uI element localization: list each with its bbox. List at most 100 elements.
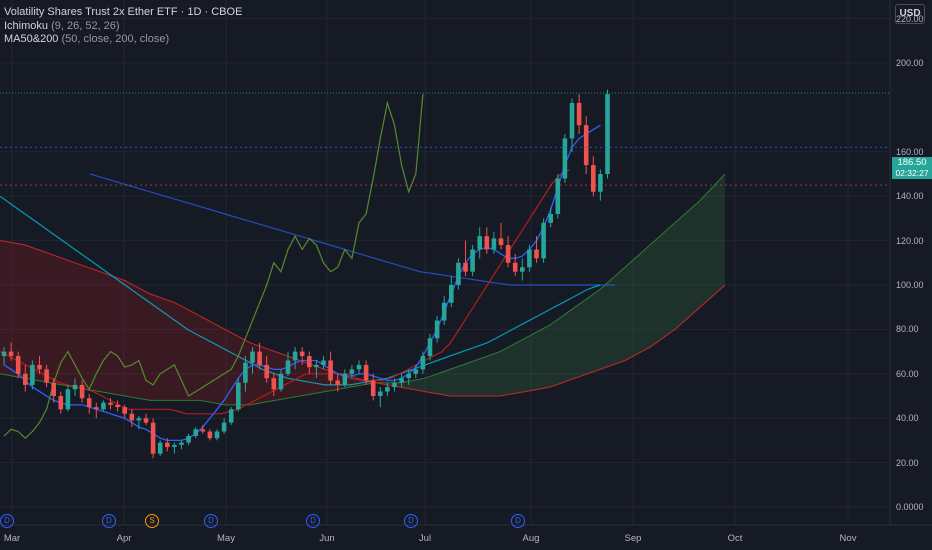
- candle: [456, 258, 461, 290]
- candle-body: [342, 373, 348, 385]
- candle: [527, 245, 532, 272]
- candle: [484, 227, 490, 254]
- candle: [186, 433, 191, 445]
- candle-body: [413, 369, 419, 374]
- candle: [385, 382, 390, 396]
- dividend-event-marker[interactable]: D: [102, 514, 116, 528]
- candle: [562, 134, 568, 183]
- candle: [427, 333, 433, 361]
- price-axis-label: 200.00: [896, 58, 924, 68]
- candle-body: [456, 262, 461, 285]
- candle: [335, 373, 340, 392]
- candle-body: [449, 285, 454, 303]
- candle: [370, 373, 376, 401]
- candle-body: [278, 373, 284, 390]
- candle-body: [264, 364, 269, 379]
- price-axis-label: 120.00: [896, 235, 924, 246]
- candle: [378, 387, 383, 408]
- currency-button[interactable]: USD: [895, 4, 925, 24]
- candle: [193, 427, 198, 439]
- candle-body: [1, 351, 7, 357]
- candle-body: [548, 213, 553, 223]
- ma-legend[interactable]: MA50&200 (50, close, 200, close): [4, 33, 242, 47]
- price-axis-label: 140.00: [896, 191, 924, 202]
- candle: [200, 424, 206, 434]
- candle-body: [172, 444, 177, 448]
- current-price-value: 186.50: [897, 157, 927, 168]
- dividend-event-marker[interactable]: D: [511, 514, 525, 528]
- candle-body: [527, 249, 532, 268]
- candle-body: [534, 249, 539, 259]
- candle-body: [79, 384, 85, 399]
- candle-body: [129, 413, 135, 421]
- time-axis-label: Jul: [418, 533, 432, 544]
- candle-body: [420, 356, 426, 370]
- candle-body: [583, 125, 589, 166]
- candle-body: [157, 442, 163, 454]
- candle-body: [285, 360, 291, 374]
- time-axis-label: Sep: [624, 533, 642, 544]
- candle-body: [562, 138, 568, 179]
- candle: [79, 380, 85, 403]
- candle-body: [15, 356, 21, 374]
- candle: [321, 356, 326, 370]
- candle-body: [434, 320, 440, 339]
- candle: [37, 356, 42, 374]
- candle-body: [257, 351, 262, 365]
- candle-body: [94, 407, 99, 410]
- candle-body: [385, 387, 390, 392]
- time-axis-label: Nov: [839, 533, 857, 544]
- time-axis-label: Apr: [116, 533, 132, 544]
- candle-body: [186, 435, 191, 443]
- candle: [342, 369, 348, 388]
- candle-body: [598, 174, 603, 192]
- split-event-marker[interactable]: S: [145, 514, 159, 528]
- dividend-event-marker[interactable]: D: [404, 514, 418, 528]
- candle: [179, 440, 184, 450]
- time-axis-label: Oct: [727, 533, 743, 544]
- cloud-segment: [525, 324, 550, 392]
- cloud-segment: [500, 338, 525, 396]
- candle-body: [292, 351, 298, 361]
- dividend-event-marker[interactable]: D: [204, 514, 218, 528]
- cloud-segment: [475, 351, 500, 396]
- candle-body: [378, 391, 383, 396]
- candle: [228, 407, 234, 425]
- candle-body: [477, 236, 482, 250]
- cloud-segment: [300, 360, 325, 396]
- cloud-segment: [575, 289, 600, 379]
- kijun-line: [0, 169, 570, 415]
- candle-body: [555, 178, 561, 214]
- candle: [583, 116, 589, 174]
- symbol-title[interactable]: Volatility Shares Trust 2x Ether ETF · 1…: [4, 6, 243, 18]
- candle-body: [165, 442, 170, 448]
- candle: [51, 378, 56, 403]
- candle-body: [8, 351, 14, 357]
- candle: [143, 413, 149, 425]
- cloud-segment: [550, 307, 575, 388]
- candle-body: [243, 362, 248, 383]
- candle: [477, 227, 482, 259]
- candle-body: [200, 429, 206, 432]
- candle-body: [58, 396, 64, 410]
- cloud-segment: [225, 329, 250, 405]
- candle-body: [228, 409, 234, 423]
- candle: [165, 438, 170, 452]
- candle: [463, 240, 468, 277]
- dividend-event-marker[interactable]: D: [306, 514, 320, 528]
- candle: [136, 415, 142, 430]
- dividend-event-marker[interactable]: D: [0, 514, 14, 528]
- candle: [94, 402, 99, 419]
- cloud-segment: [100, 271, 125, 396]
- price-axis-label: 0.0000: [896, 502, 924, 512]
- candle-body: [86, 398, 92, 408]
- candle: [434, 316, 440, 343]
- ichimoku-legend[interactable]: Ichimoku (9, 26, 52, 26): [4, 20, 242, 34]
- price-axis-label: 80.00: [896, 324, 919, 335]
- candle: [406, 369, 411, 385]
- candle-body: [37, 364, 42, 370]
- candle: [1, 347, 7, 365]
- candle-body: [392, 382, 397, 388]
- candle: [30, 360, 35, 390]
